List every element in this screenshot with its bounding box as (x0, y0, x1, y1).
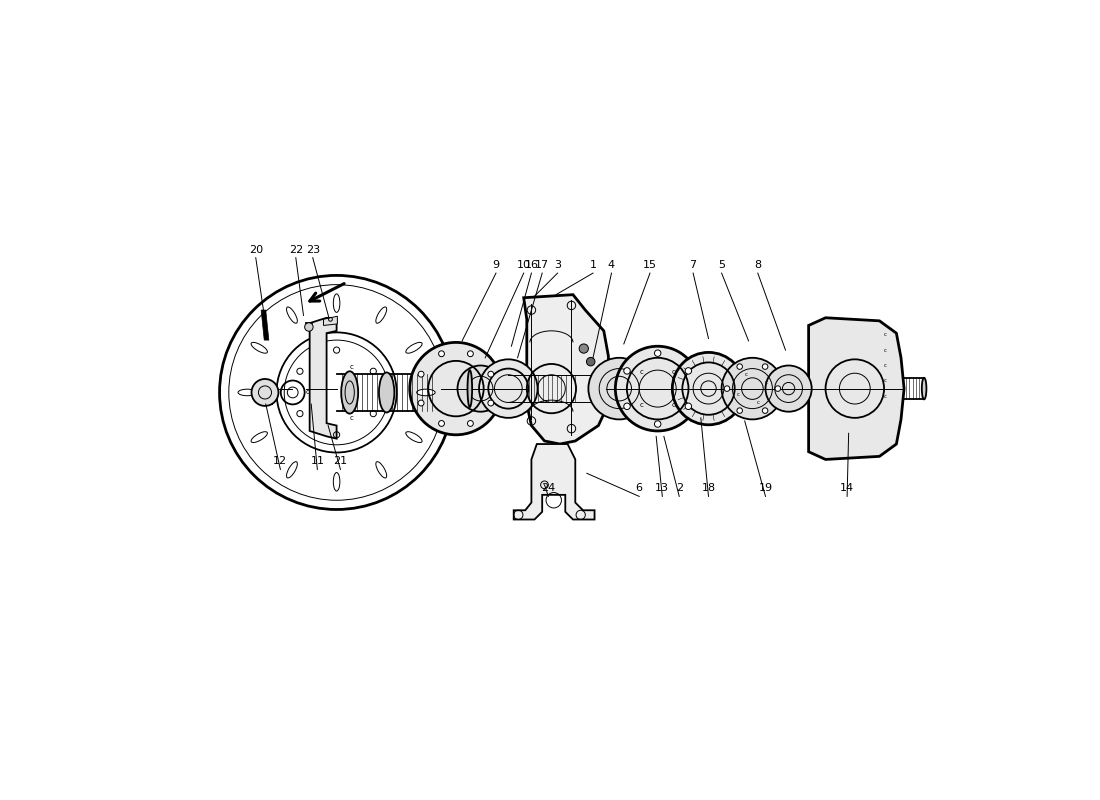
Text: 16: 16 (525, 260, 538, 270)
Ellipse shape (406, 432, 422, 442)
Text: 13: 13 (656, 483, 669, 494)
Circle shape (724, 386, 729, 391)
Circle shape (685, 368, 692, 374)
Circle shape (624, 403, 630, 410)
Circle shape (586, 358, 595, 366)
Circle shape (776, 386, 781, 391)
Text: c: c (639, 402, 643, 408)
Polygon shape (514, 444, 594, 519)
Circle shape (418, 400, 424, 406)
Text: c: c (350, 414, 353, 421)
Circle shape (488, 371, 494, 377)
Circle shape (685, 403, 692, 410)
Text: 1: 1 (590, 260, 596, 270)
Text: c: c (884, 363, 887, 368)
Ellipse shape (251, 432, 267, 442)
Polygon shape (524, 294, 608, 444)
Circle shape (252, 379, 278, 406)
Text: c: c (672, 402, 676, 408)
Circle shape (488, 400, 494, 406)
Circle shape (766, 366, 812, 412)
Ellipse shape (406, 342, 422, 354)
Circle shape (737, 408, 742, 414)
Text: 20: 20 (249, 245, 263, 254)
Circle shape (624, 368, 630, 374)
Circle shape (762, 364, 768, 370)
Circle shape (654, 350, 661, 357)
Ellipse shape (341, 371, 359, 414)
Ellipse shape (286, 462, 297, 478)
Text: c: c (884, 378, 887, 383)
Ellipse shape (922, 378, 926, 399)
Circle shape (737, 364, 742, 370)
Ellipse shape (376, 307, 387, 323)
Text: 2: 2 (675, 483, 683, 494)
Text: 6: 6 (636, 483, 642, 494)
Text: 3: 3 (554, 260, 561, 270)
Polygon shape (808, 318, 904, 459)
Text: 22: 22 (288, 245, 302, 254)
Circle shape (654, 421, 661, 427)
Text: c: c (757, 400, 760, 406)
Text: 19: 19 (758, 483, 772, 494)
Ellipse shape (417, 389, 436, 396)
Circle shape (762, 408, 768, 414)
Circle shape (458, 366, 504, 412)
Ellipse shape (238, 389, 256, 396)
Circle shape (468, 421, 473, 426)
Circle shape (418, 371, 424, 377)
Ellipse shape (333, 294, 340, 312)
Ellipse shape (251, 342, 267, 354)
Circle shape (672, 353, 745, 425)
Text: c: c (737, 392, 739, 397)
Text: c: c (639, 370, 643, 375)
Text: 4: 4 (608, 260, 615, 270)
Text: c: c (884, 394, 887, 398)
Circle shape (468, 351, 473, 357)
Circle shape (276, 332, 397, 453)
Text: 21: 21 (333, 456, 348, 466)
Text: 15: 15 (644, 260, 657, 270)
Polygon shape (323, 316, 338, 326)
Ellipse shape (378, 373, 394, 413)
Text: 18: 18 (702, 483, 716, 494)
Ellipse shape (286, 307, 297, 323)
Text: 24: 24 (541, 483, 556, 494)
Circle shape (305, 322, 314, 331)
Text: c: c (766, 380, 768, 386)
Polygon shape (310, 318, 337, 438)
Text: c: c (884, 332, 887, 338)
Text: c: c (884, 347, 887, 353)
Circle shape (409, 342, 502, 434)
Ellipse shape (468, 370, 472, 407)
Text: c: c (350, 364, 353, 370)
Ellipse shape (376, 462, 387, 478)
Text: c: c (745, 372, 748, 377)
Circle shape (439, 421, 444, 426)
Text: c: c (306, 390, 309, 395)
Text: 10: 10 (517, 260, 530, 270)
Circle shape (579, 344, 588, 353)
Text: 23: 23 (306, 245, 320, 254)
Text: c: c (672, 370, 676, 375)
Ellipse shape (333, 473, 340, 491)
Text: 8: 8 (755, 260, 761, 270)
Circle shape (615, 346, 700, 431)
Text: 9: 9 (493, 260, 499, 270)
Text: 7: 7 (690, 260, 696, 270)
Polygon shape (261, 310, 268, 340)
Text: 11: 11 (310, 456, 324, 466)
Text: 12: 12 (273, 456, 287, 466)
Circle shape (588, 358, 650, 419)
Circle shape (722, 358, 783, 419)
Text: 17: 17 (535, 260, 549, 270)
Circle shape (439, 351, 444, 357)
Text: 14: 14 (840, 483, 855, 494)
Circle shape (478, 359, 538, 418)
Text: 5: 5 (718, 260, 725, 270)
